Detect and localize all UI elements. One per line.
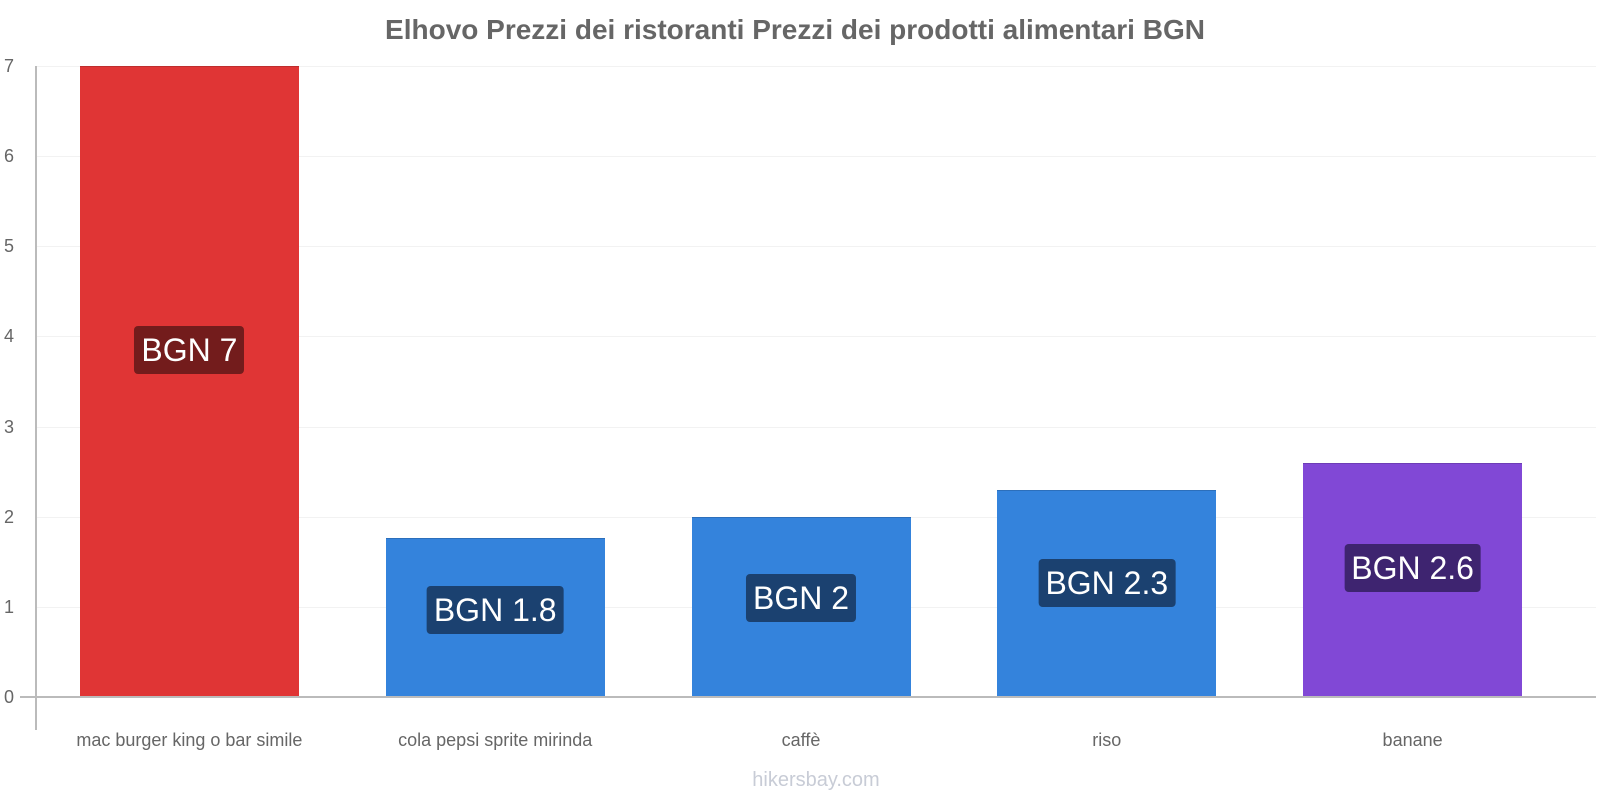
bar-value-label: BGN 2 [745,574,857,622]
y-tick-label: 5 [4,236,15,256]
gridline [36,427,1596,428]
x-tick-label: riso [1092,730,1122,750]
y-tick-label: 0 [4,687,15,707]
x-axis-line [20,696,1596,698]
bar-value-label: BGN 2.3 [1038,559,1176,607]
y-tick-label: 6 [4,146,15,166]
gridline [36,156,1596,157]
chart-title: Elhovo Prezzi dei ristoranti Prezzi dei … [385,14,1205,45]
y-tick-label: 2 [4,507,15,527]
x-tick-label: caffè [781,730,821,750]
y-tick-label: 3 [4,417,15,437]
bar-value-label: BGN 2.6 [1344,544,1481,592]
x-tick-label: banane [1382,730,1443,750]
bar-value-label: BGN 7 [134,326,245,374]
gridline [36,246,1596,247]
gridline [36,66,1596,67]
bar[interactable] [80,66,299,697]
y-tick-label: 4 [4,326,15,346]
y-tick-label: 7 [4,56,15,76]
y-axis-line [35,66,37,730]
x-tick-label: cola pepsi sprite mirinda [398,730,593,750]
watermark: hikersbay.com [752,769,880,791]
x-tick-label: mac burger king o bar simile [76,730,303,750]
y-tick-label: 1 [4,597,15,617]
bar-value-label: BGN 1.8 [426,586,564,634]
gridline [36,336,1596,337]
